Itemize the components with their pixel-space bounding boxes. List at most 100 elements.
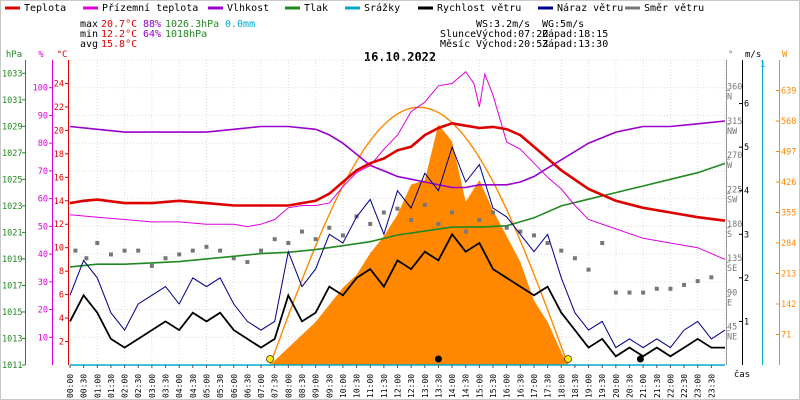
axis-percent-tick-label: 30	[38, 278, 48, 288]
axis-ms-tick-label: 2	[744, 274, 749, 284]
time-axis-label: 20:30	[625, 374, 634, 398]
axis-celsius-tick-label: 2	[59, 338, 64, 348]
time-axis-label: 23:30	[707, 374, 716, 398]
wind-direction-point	[286, 241, 291, 245]
axis-celsius-tick-label: 8	[59, 267, 64, 277]
time-axis-label: 09:30	[325, 374, 334, 398]
legend-label-vlhkost: Vlhkost	[227, 3, 269, 14]
axis-wm2-tick-label: 71	[781, 331, 791, 341]
stats-min-label: min	[80, 29, 98, 40]
axis-wm2-tick-label: 284	[781, 239, 796, 249]
axis-celsius-tick-label: 24	[54, 79, 64, 89]
time-axis-label: 22:00	[666, 374, 675, 398]
time-axis-label: 10:00	[339, 374, 348, 398]
sun-event-marker	[564, 355, 572, 363]
legend-label-naraz: Náraz větru	[557, 2, 623, 14]
wind-direction-point	[695, 279, 700, 284]
chart-date: 16.10.2022	[364, 50, 436, 64]
time-axis-label: 12:30	[407, 374, 416, 398]
wind-direction-point	[641, 290, 646, 295]
time-axis-label: 09:00	[312, 374, 321, 398]
time-axis-label: 15:30	[489, 374, 498, 398]
axis-wm2-unit: W	[782, 50, 788, 60]
stats-block: max 20.7°C 88% 1026.3hPa 0.0mm min 12.2°…	[80, 19, 255, 50]
time-axis-label: 16:30	[516, 374, 525, 398]
wind-direction-point	[218, 248, 223, 253]
wind-direction-point	[204, 244, 209, 249]
axis-wm2-tick-label: 426	[781, 178, 796, 188]
axis-celsius-unit: °C	[57, 50, 68, 60]
stats-min-press: 1018hPa	[165, 29, 207, 40]
moon-rise: Východ:20:53	[476, 38, 548, 50]
axis-percent: % 100 90 80 70 60 50 40 30 20 10	[33, 50, 53, 365]
axis-direction-cardinal: S	[727, 230, 732, 240]
axis-direction-tick-label: 270	[727, 151, 742, 161]
axis-direction-cardinal: NW	[727, 127, 738, 137]
wind-direction-point	[190, 248, 195, 253]
wind-direction-point	[559, 248, 564, 253]
axis-celsius-tick-label: 18	[54, 150, 64, 160]
stats-max-temp: 20.7°C	[101, 19, 137, 30]
wind-direction-point	[95, 241, 100, 245]
series-line-teplota	[69, 121, 726, 222]
time-axis-label: 05:00	[202, 374, 211, 398]
time-axis-label: 00:30	[80, 374, 89, 398]
axis-hpa-unit: hPa	[6, 50, 22, 60]
wind-direction-point	[518, 229, 523, 234]
axis-direction-tick-label: 135	[727, 254, 742, 264]
wind-direction-point	[163, 256, 168, 261]
wind-direction-point	[436, 221, 441, 226]
wind-direction-point	[299, 229, 304, 234]
time-axis-label: 00:00	[66, 374, 75, 398]
sun-rise: Východ:07:20	[476, 28, 548, 40]
time-axis-label: 07:30	[271, 374, 280, 398]
stats-max-rain: 0.0mm	[225, 19, 255, 30]
axis-wm2-tick-label: 497	[781, 148, 796, 158]
time-axis-label: 04:00	[175, 374, 184, 398]
wind-direction-point	[368, 221, 373, 226]
wind-direction-point	[654, 286, 659, 291]
wind-direction-point	[491, 210, 496, 215]
wind-direction-point	[245, 260, 250, 265]
axis-celsius-tick-label: 14	[54, 197, 64, 207]
moon-event-marker	[434, 355, 442, 363]
axis-percent-tick-label: 20	[38, 306, 48, 316]
time-axis-label: 08:00	[284, 374, 293, 398]
wind-direction-point	[327, 225, 332, 230]
time-axis-label: 21:00	[639, 374, 648, 398]
axis-hpa-tick-label: 1021	[2, 228, 22, 238]
stats-max-label: max	[80, 19, 98, 30]
axis-direction-tick-label: 315	[727, 117, 742, 127]
time-axis-label: 06:30	[243, 374, 252, 398]
legend-label-srazky: Srážky	[364, 2, 400, 14]
axis-percent-tick-label: 50	[38, 222, 48, 232]
axis-direction-cardinal: SW	[727, 195, 738, 205]
sun-path-curve	[269, 106, 569, 366]
time-axis-label: 02:30	[134, 374, 143, 398]
wind-direction-point	[259, 248, 264, 253]
axis-direction-cardinal: W	[727, 161, 733, 171]
wind-direction-point	[586, 267, 591, 272]
legend-label-prizemni: Přízemní teplota	[102, 2, 198, 14]
sun-label: Slunce	[440, 29, 476, 40]
axis-hpa: hPa 1033 1031 1029 1027 1025 1023 1021 1019 1017…	[2, 50, 26, 371]
time-axis-label: 17:00	[530, 374, 539, 398]
sun-moon-markers	[266, 355, 644, 363]
wind-direction-point	[108, 252, 113, 257]
axis-ms-tick-label: 6	[744, 100, 749, 110]
time-axis-label: 07:00	[257, 374, 266, 398]
stats-avg-label: avg	[80, 39, 98, 50]
axis-celsius-tick-label: 16	[54, 173, 64, 183]
legend-label-smer: Směr větru	[644, 2, 704, 14]
axis-direction-cardinal: E	[727, 298, 732, 308]
axis-hpa-tick-label: 1015	[2, 308, 22, 318]
time-axis-label: 14:00	[448, 374, 457, 398]
wind-direction-point	[313, 237, 318, 242]
time-axis-label: 19:30	[598, 374, 607, 398]
time-axis-label: 02:00	[121, 374, 130, 398]
wind-direction-point	[668, 286, 673, 291]
axis-ms-tick-label: 5	[744, 143, 749, 153]
legend: Teplota Přízemní teplota Vlhkost Tlak Sr…	[5, 2, 704, 14]
